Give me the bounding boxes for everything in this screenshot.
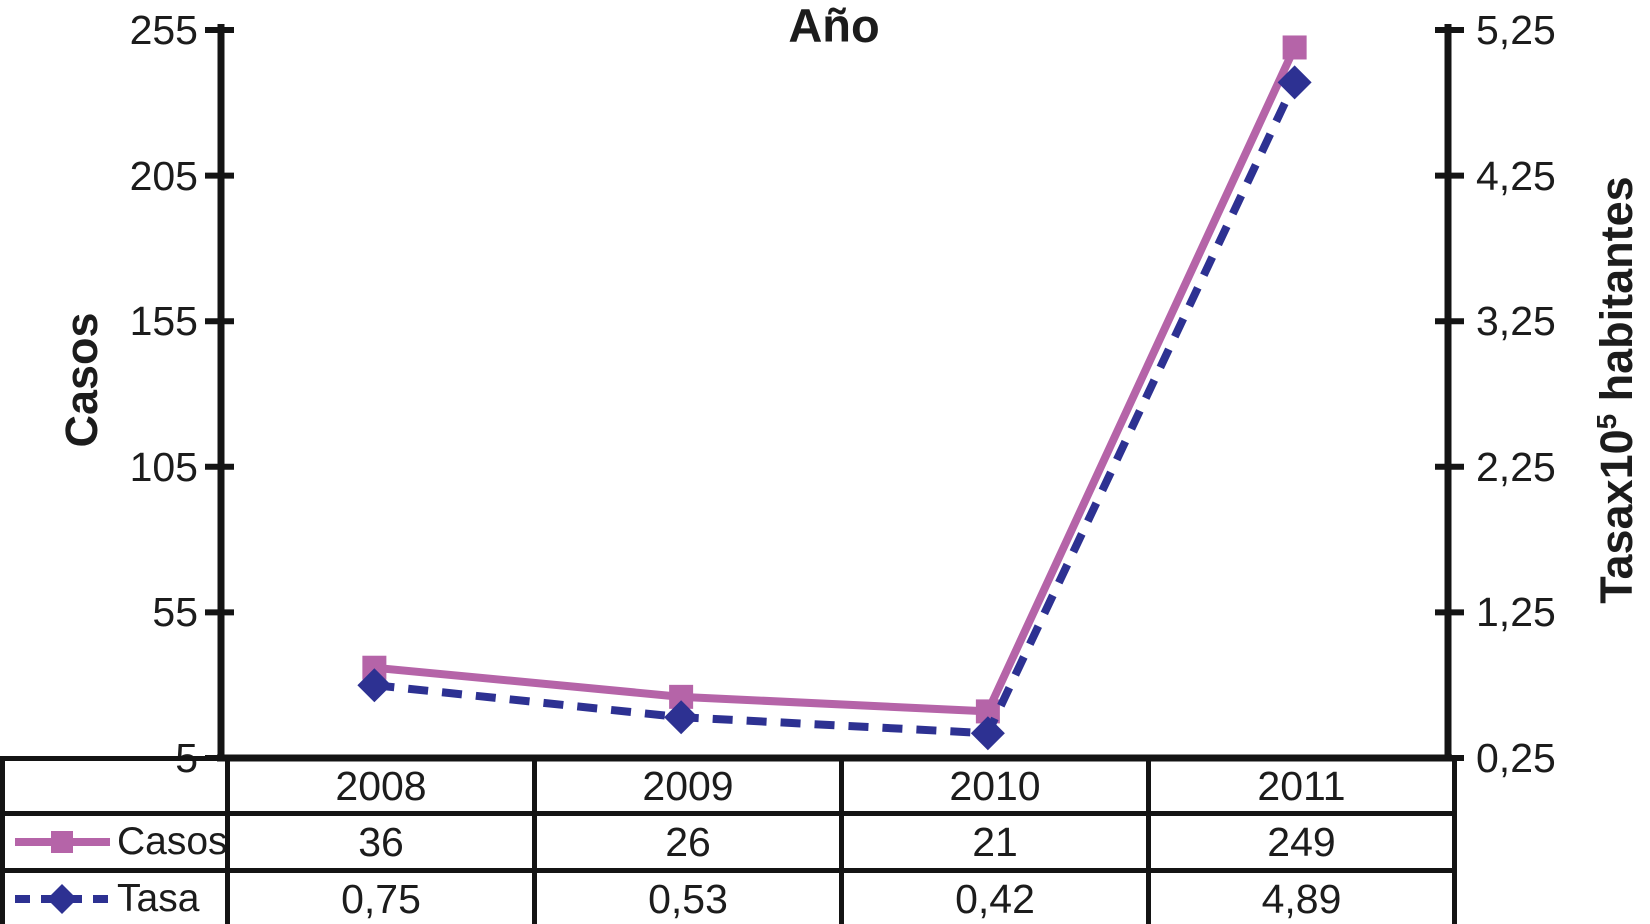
right-tick-label: 4,25 — [1476, 153, 1556, 199]
value-cell-casos: 26 — [532, 811, 844, 873]
value-cell-tasa: 0,75 — [225, 868, 537, 924]
table-row-years: 2008 2009 2010 2011 — [0, 756, 1457, 816]
left-tick-label: 205 — [129, 153, 198, 199]
legend-label-tasa: Tasa — [117, 877, 200, 920]
value-cell-casos: 36 — [225, 811, 537, 873]
table-row-casos: Casos 36 26 21 249 — [0, 811, 1457, 873]
left-tick-label: 255 — [129, 7, 198, 53]
right-tick-label: 1,25 — [1476, 589, 1556, 635]
left-tick-label: 105 — [129, 444, 198, 490]
right-tick-label: 5,25 — [1476, 7, 1556, 53]
value-cell-tasa: 0,42 — [839, 868, 1151, 924]
table-corner-blank — [0, 756, 230, 816]
legend-label-casos: Casos — [117, 820, 228, 863]
legend-cell-casos: Casos — [0, 811, 230, 873]
chart-title: Año — [788, 0, 880, 52]
left-tick-label: 55 — [152, 589, 198, 635]
year-cell: 2010 — [839, 756, 1151, 816]
right-tick-label: 3,25 — [1476, 298, 1556, 344]
legend-cell-tasa: Tasa — [0, 868, 230, 924]
value-cell-tasa: 0,53 — [532, 868, 844, 924]
left-tick-label: 155 — [129, 298, 198, 344]
table-row-tasa: Tasa 0,75 0,53 0,42 4,89 — [0, 868, 1457, 924]
value-cell-casos: 249 — [1146, 811, 1457, 873]
year-cell: 2011 — [1146, 756, 1457, 816]
tasa-line-marker-icon — [15, 884, 110, 914]
value-cell-casos: 21 — [839, 811, 1151, 873]
right-tick-label: 2,25 — [1476, 444, 1556, 490]
year-cell: 2009 — [532, 756, 844, 816]
year-cell: 2008 — [225, 756, 537, 816]
casos-line-marker-icon — [15, 831, 110, 853]
right-tick-label: 0,25 — [1476, 735, 1556, 781]
value-cell-tasa: 4,89 — [1146, 868, 1457, 924]
data-table: 2008 2009 2010 2011 Casos 36 26 21 249 T… — [0, 756, 1457, 924]
